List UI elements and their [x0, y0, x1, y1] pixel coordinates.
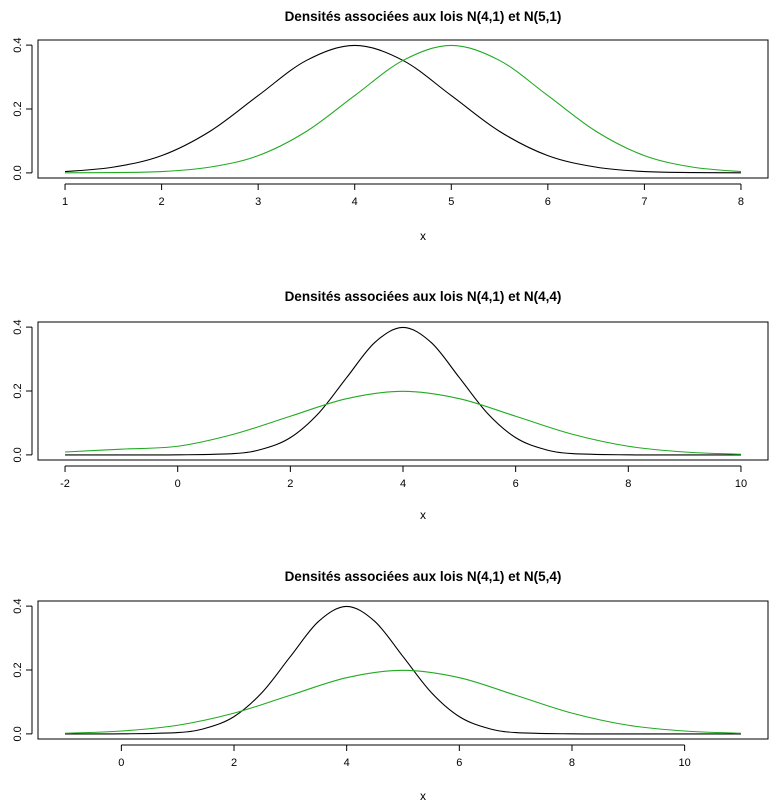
y-axis: 0.0 0.2 0.4 — [12, 319, 33, 463]
x-tick-label: 4 — [344, 757, 350, 769]
x-tick-label: 2 — [287, 478, 293, 490]
x-axis-label: x — [420, 508, 426, 522]
chart-panel-3: Densités associées aux lois N(4,1) et N(… — [12, 569, 769, 803]
x-tick-label: -2 — [60, 478, 70, 490]
density-curve-1 — [65, 605, 741, 735]
density-curve-2 — [65, 44, 742, 174]
x-tick-label: 6 — [513, 478, 519, 490]
x-tick-label: 3 — [255, 196, 261, 208]
plot-frame — [37, 321, 769, 461]
y-tick-label: 0.4 — [12, 37, 24, 52]
y-tick-label: 0.4 — [12, 598, 24, 613]
x-tick-label: 4 — [352, 196, 358, 208]
x-tick-label: 0 — [118, 757, 124, 769]
plot-frame — [37, 39, 769, 179]
density-curve-1 — [65, 326, 741, 456]
chart-panel-2: Densités associées aux lois N(4,1) et N(… — [12, 289, 769, 522]
y-tick-label: 0.2 — [12, 383, 24, 398]
x-tick-label: 10 — [679, 757, 691, 769]
x-tick-label: 2 — [159, 196, 165, 208]
x-tick-label: 8 — [569, 757, 575, 769]
x-axis-label: x — [420, 229, 426, 243]
x-tick-label: 1 — [62, 196, 68, 208]
x-tick-label: 2 — [231, 757, 237, 769]
y-axis: 0.0 0.2 0.4 — [12, 37, 33, 181]
chart-title: Densités associées aux lois N(4,1) et N(… — [285, 569, 562, 584]
chart-title: Densités associées aux lois N(4,1) et N(… — [285, 289, 562, 304]
x-tick-label: 5 — [448, 196, 454, 208]
density-curve-2 — [65, 669, 741, 734]
chart-title: Densités associées aux lois N(4,1) et N(… — [285, 9, 562, 24]
x-tick-label: 8 — [625, 478, 631, 490]
x-tick-label: 0 — [175, 478, 181, 490]
y-axis: 0.0 0.2 0.4 — [12, 598, 33, 742]
y-tick-label: 0.4 — [12, 319, 24, 334]
x-axis: 0 2 4 6 8 10 — [118, 744, 691, 769]
x-tick-label: 6 — [545, 196, 551, 208]
x-axis-label: x — [420, 789, 426, 803]
y-tick-label: 0.2 — [12, 101, 24, 116]
chart-panel-1: Densités associées aux lois N(4,1) et N(… — [12, 9, 769, 243]
x-axis: -2 0 2 4 6 8 10 — [60, 465, 747, 490]
x-tick-label: 7 — [641, 196, 647, 208]
y-tick-label: 0.2 — [12, 662, 24, 677]
x-axis: 1 2 3 4 5 6 7 8 — [62, 183, 744, 208]
plot-frame — [37, 600, 769, 740]
density-curve-2 — [65, 390, 741, 455]
x-tick-label: 6 — [456, 757, 462, 769]
y-tick-label: 0.0 — [12, 447, 24, 462]
y-tick-label: 0.0 — [12, 165, 24, 180]
y-tick-label: 0.0 — [12, 726, 24, 741]
x-tick-label: 4 — [400, 478, 406, 490]
x-tick-label: 10 — [735, 478, 747, 490]
x-tick-label: 8 — [738, 196, 744, 208]
